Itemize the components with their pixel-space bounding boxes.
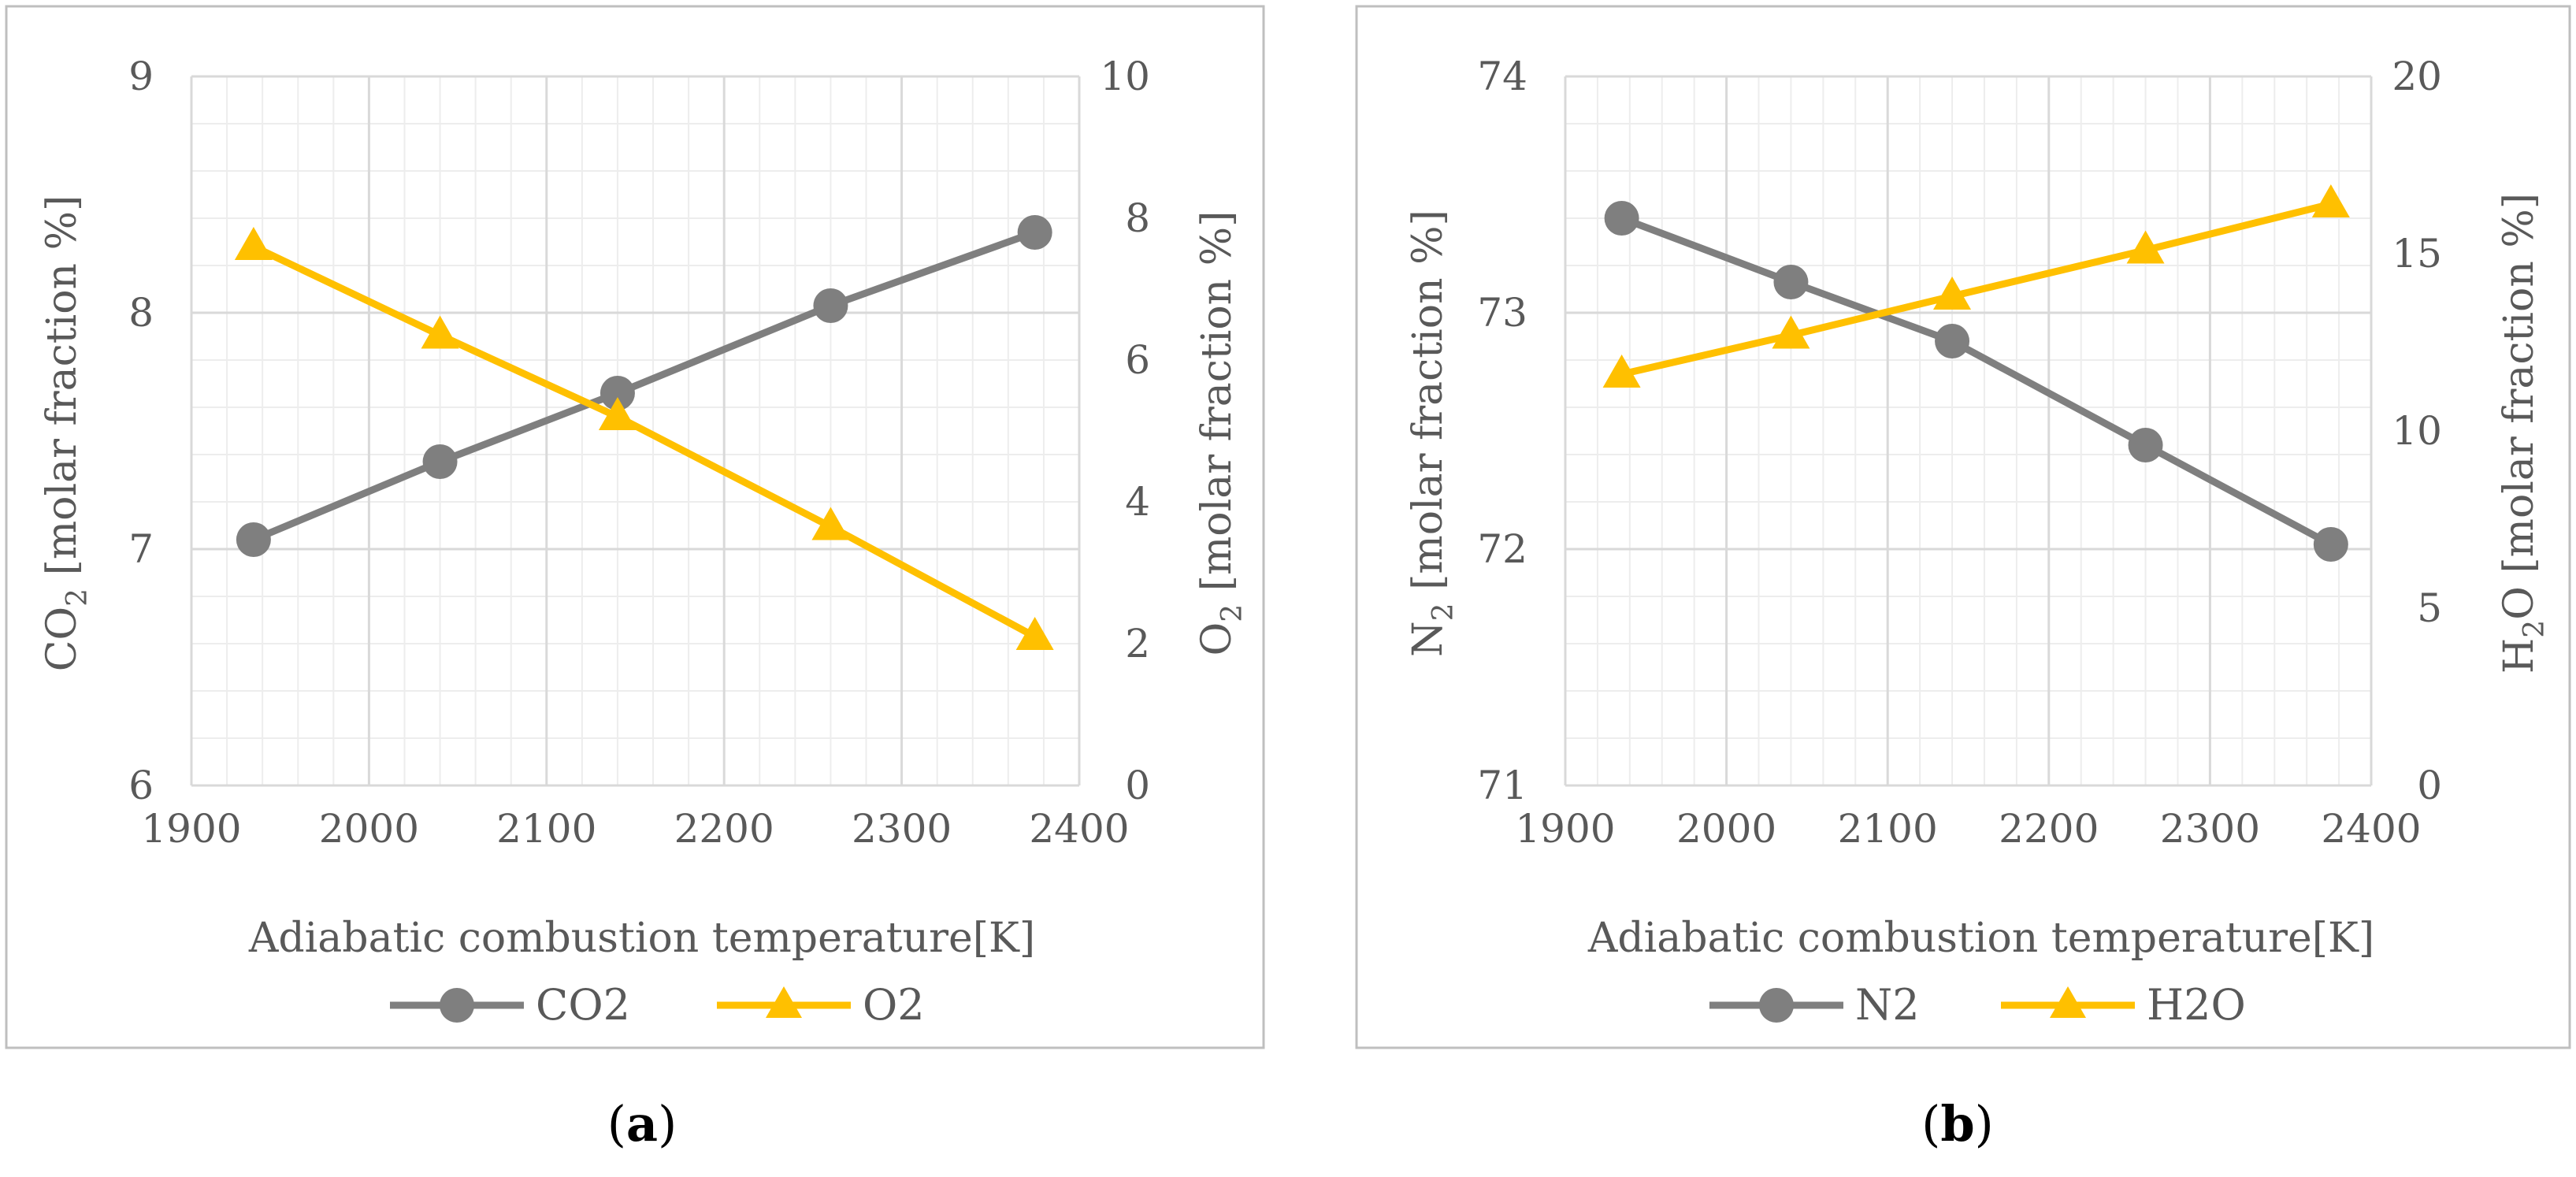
chart-panel-b: 1900 2000 2100 2200 2300 2400 71 72 73 74 0 5 10 15 20… <box>1355 5 2571 1049</box>
y-axis-title-right-a: O2 [molar fraction %] <box>1193 211 1249 656</box>
data-point-co2 <box>813 288 848 323</box>
data-point-h2o <box>1602 355 1641 388</box>
data-point-n2 <box>2313 527 2348 562</box>
x-axis-title-a: Adiabatic combustion temperature[K] <box>248 915 1035 962</box>
legend-label-h2o: H2O <box>2147 980 2246 1030</box>
data-point-n2 <box>2128 428 2163 462</box>
panel-label-a: (a) <box>607 1095 677 1153</box>
y-right-tick-label-a: 6 <box>1125 337 1150 383</box>
data-point-h2o <box>1933 277 1972 310</box>
y-left-tick-label-a: 9 <box>128 54 154 99</box>
y-left-tick-label-b: 72 <box>1477 526 1527 572</box>
gridlines-b <box>1564 75 2373 787</box>
y-right-tick-label-b: 0 <box>2417 763 2442 808</box>
legend-label-co2: CO2 <box>536 980 630 1030</box>
data-point-h2o <box>2126 230 2165 264</box>
y-right-tick-label-a: 8 <box>1125 195 1150 241</box>
x-tick-label-b: 2400 <box>2321 806 2421 852</box>
y-right-tick-label-a: 2 <box>1125 621 1150 666</box>
y-left-tick-label-a: 7 <box>128 526 154 572</box>
legend-marker-co2 <box>440 988 474 1023</box>
tick-labels-a: 1900 2000 2100 2200 2300 2400 6 7 8 9 0 2 4 6 8 10 <box>128 54 1150 852</box>
data-point-n2 <box>1935 324 1970 358</box>
legend-label-o2: O2 <box>863 980 925 1030</box>
x-tick-label-a: 2200 <box>674 806 774 852</box>
y-axis-title-right-b: H2O [molar fraction %] <box>2496 193 2551 674</box>
y-left-tick-label-b: 74 <box>1477 54 1527 99</box>
panel-label-b: (b) <box>1921 1095 1994 1153</box>
data-point-o2 <box>421 315 459 349</box>
y-left-tick-label-b: 71 <box>1477 763 1527 808</box>
data-point-o2 <box>1015 617 1054 650</box>
x-tick-label-b: 2300 <box>2160 806 2260 852</box>
legend-b: N2 H2O <box>1709 980 2246 1030</box>
legend-marker-n2 <box>1759 988 1794 1023</box>
chart-panel-a: 1900 2000 2100 2200 2300 2400 6 7 8 9 0 2 4 6 8 10 Adia… <box>5 5 1265 1049</box>
x-tick-label-a: 2300 <box>852 806 952 852</box>
x-tick-label-a: 2100 <box>496 806 596 852</box>
y-right-tick-label-b: 5 <box>2417 585 2442 631</box>
y-axis-title-left-b: N2 [molar fraction %] <box>1405 210 1460 657</box>
y-right-tick-label-a: 4 <box>1125 479 1150 525</box>
y-right-tick-label-b: 20 <box>2392 54 2442 99</box>
y-right-tick-label-a: 10 <box>1100 54 1150 99</box>
series-layer-a <box>234 215 1054 650</box>
legend-a: CO2 O2 <box>390 980 925 1030</box>
data-point-o2 <box>598 397 637 430</box>
data-point-o2 <box>811 507 850 540</box>
data-point-h2o <box>1772 315 1810 349</box>
legend-marker-h2o <box>2050 986 2086 1018</box>
data-point-co2 <box>599 376 635 410</box>
x-tick-label-b: 2000 <box>1676 806 1776 852</box>
y-left-tick-label-b: 73 <box>1477 290 1527 336</box>
tick-labels-b: 1900 2000 2100 2200 2300 2400 71 72 73 74 0 5 10 15 20 <box>1477 54 2442 852</box>
x-tick-label-b: 1900 <box>1515 806 1615 852</box>
chart-frame-a <box>5 5 1265 1049</box>
data-point-h2o <box>2311 184 2350 217</box>
data-point-co2 <box>422 444 458 479</box>
data-point-o2 <box>234 227 273 260</box>
y-left-tick-label-a: 8 <box>128 290 154 336</box>
x-tick-label-a: 2400 <box>1029 806 1129 852</box>
legend-label-n2: N2 <box>1855 980 1920 1030</box>
x-tick-label-b: 2200 <box>1999 806 2099 852</box>
legend-marker-o2 <box>766 986 802 1018</box>
x-tick-label-a: 1900 <box>141 806 241 852</box>
gridlines-a <box>190 75 1081 787</box>
y-left-tick-label-a: 6 <box>128 763 154 808</box>
data-point-n2 <box>1604 201 1639 236</box>
y-right-tick-label-b: 10 <box>2392 408 2442 454</box>
x-axis-title-b: Adiabatic combustion temperature[K] <box>1587 915 2374 962</box>
y-right-tick-label-b: 15 <box>2392 231 2442 277</box>
data-point-n2 <box>1773 265 1809 299</box>
x-tick-label-b: 2100 <box>1838 806 1938 852</box>
chart-frame-b <box>1355 5 2571 1049</box>
y-right-tick-label-a: 0 <box>1125 763 1150 808</box>
y-axis-title-left-a: CO2 [molar fraction %] <box>39 195 94 672</box>
x-tick-label-a: 2000 <box>319 806 419 852</box>
series-layer-b <box>1602 184 2350 562</box>
data-point-co2 <box>1017 215 1052 250</box>
data-point-co2 <box>236 522 271 557</box>
